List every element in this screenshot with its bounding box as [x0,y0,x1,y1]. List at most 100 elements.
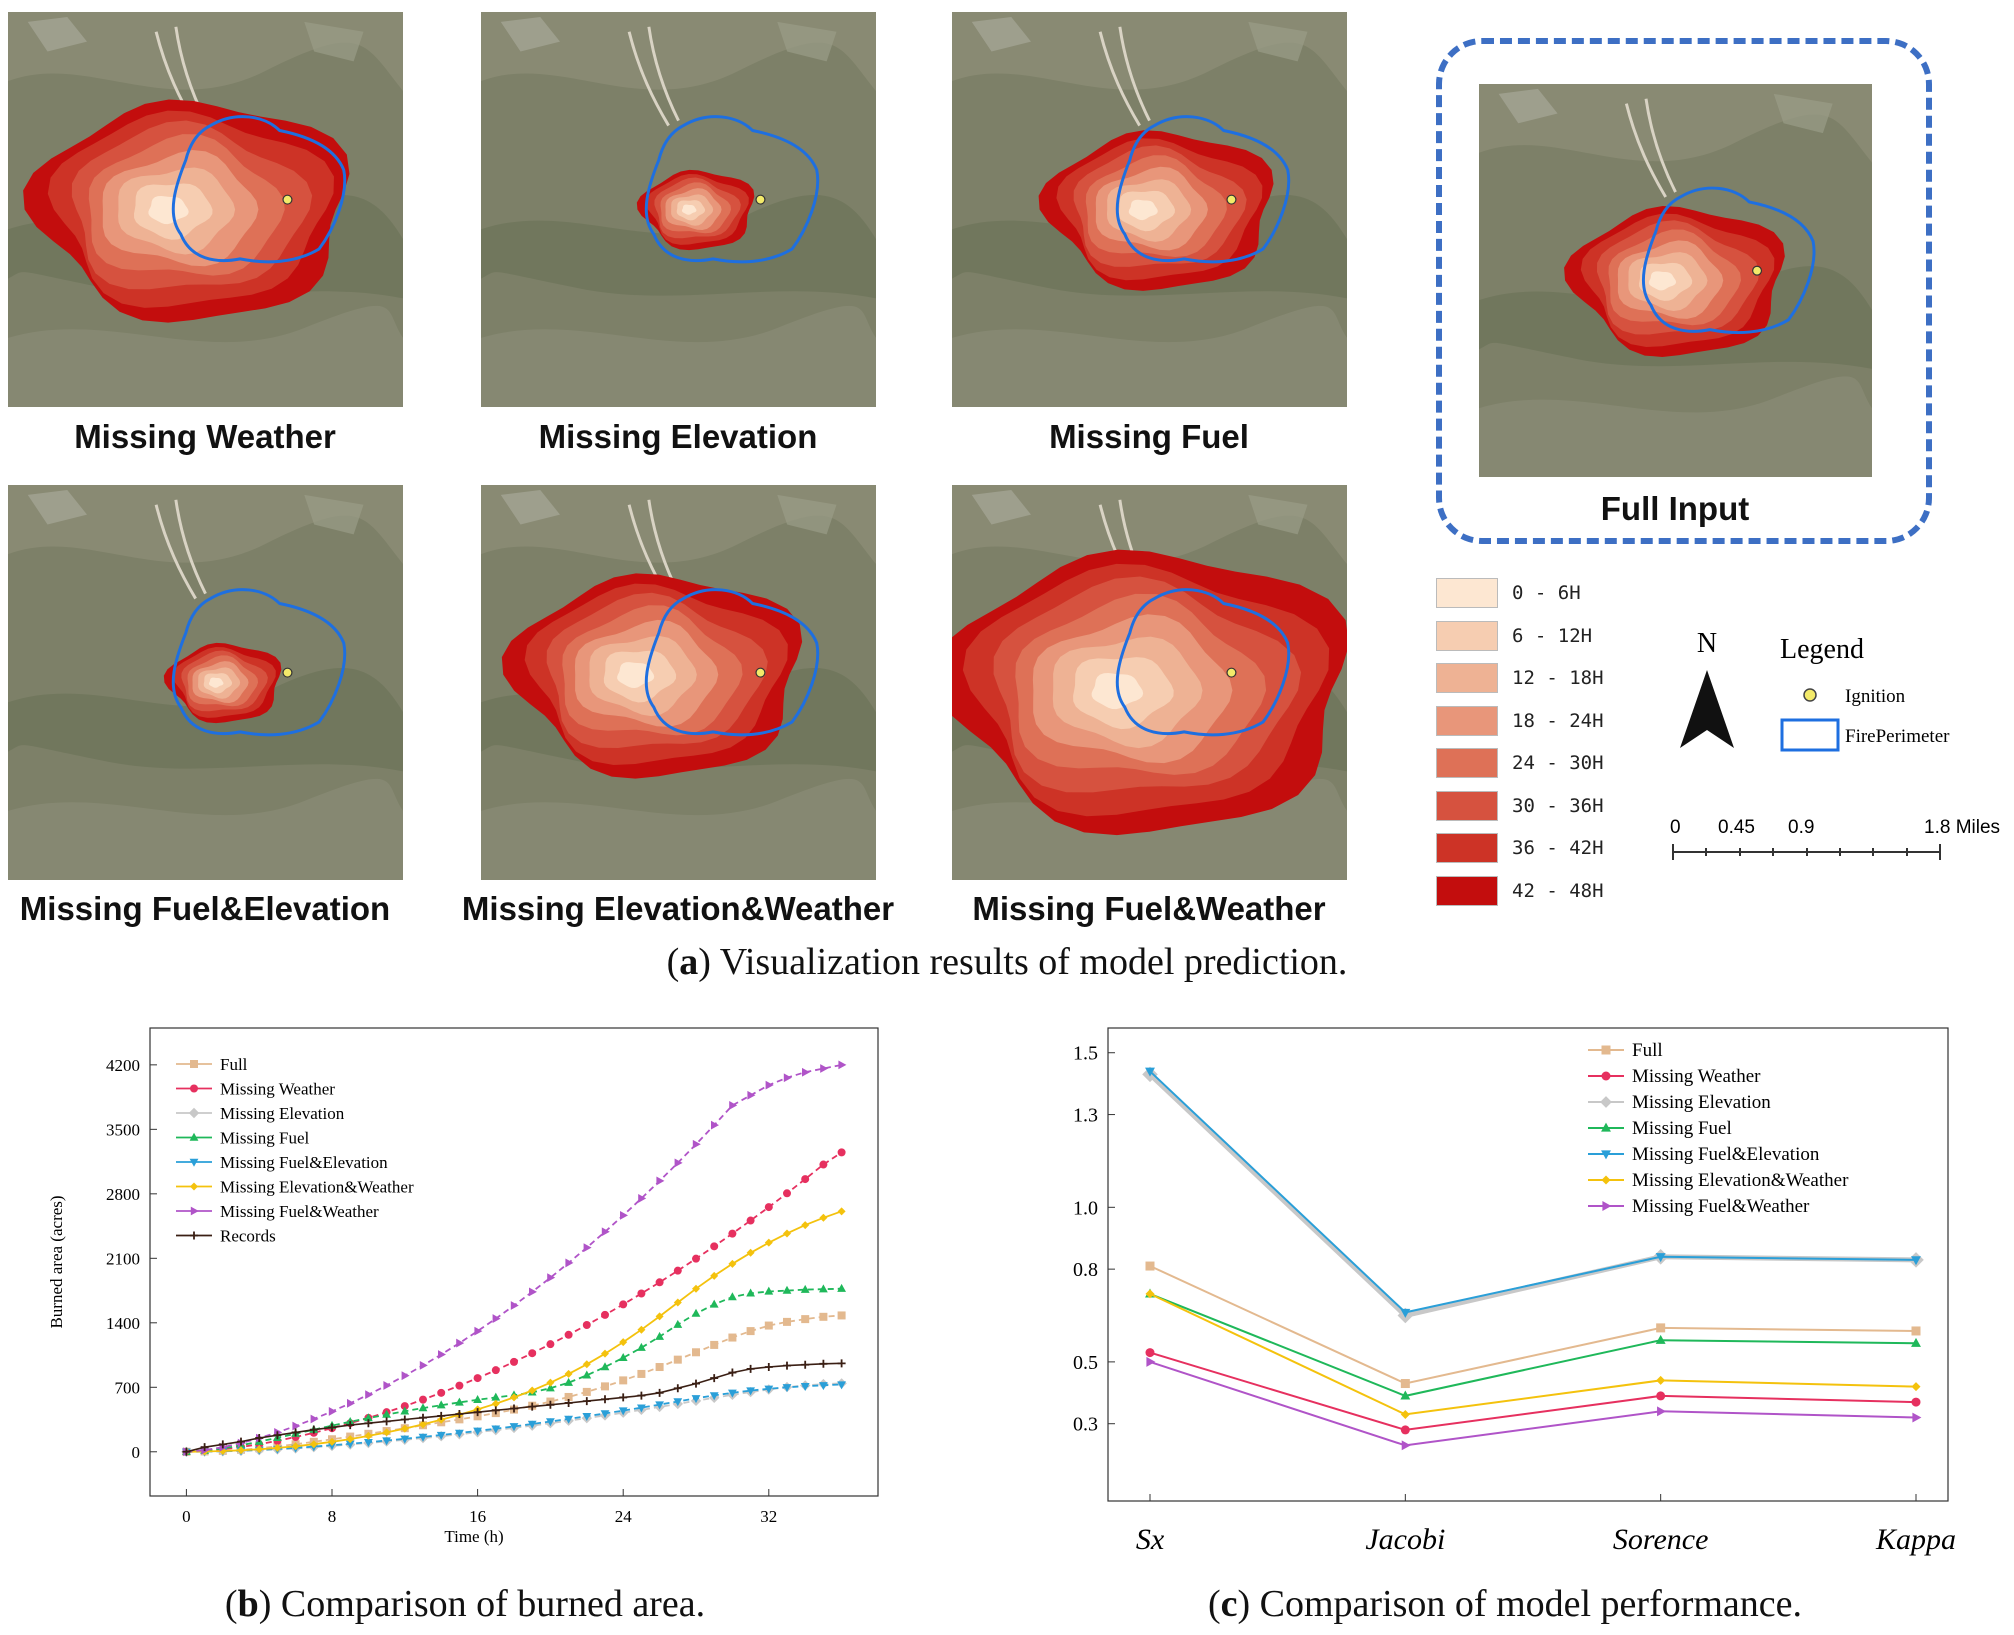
ignition-point [1226,667,1237,678]
terrain-patch [971,489,1031,525]
data-point [418,1403,428,1412]
y-tick-label: 1.0 [1073,1197,1098,1219]
data-point [182,1447,191,1456]
terrain-patch [1773,93,1833,134]
series-missing-fuel-elevation [1145,1067,1921,1318]
data-point [1401,1440,1411,1451]
terrain-patch [8,485,403,564]
data-point [382,1428,391,1437]
data-point [190,1084,198,1093]
data-point [382,1409,391,1418]
time-class-swatch [1436,875,1498,906]
data-point [728,1229,737,1238]
y-tick-label: 1400 [106,1314,140,1333]
legend-label: Missing Elevation [220,1104,345,1123]
data-point [1655,1253,1666,1263]
legend-label: Missing Elevation&Weather [1632,1170,1849,1191]
data-point [564,1330,573,1339]
burn-zone [1648,271,1677,291]
data-point [583,1243,592,1253]
burn-zone [148,195,189,225]
data-point [656,1176,665,1186]
legend-label: Records [220,1227,276,1246]
x-tick-label: Kappa [1875,1523,1956,1556]
series-missing-fuel-weather [1146,1356,1922,1451]
data-point [510,1357,518,1366]
ignition-icon [1803,688,1817,702]
data-point [673,1384,682,1393]
data-point [601,1310,609,1319]
legend-entry: Missing Weather [176,1080,335,1099]
x-tick-label: 32 [760,1507,777,1526]
data-point [346,1435,355,1444]
data-point [273,1431,282,1440]
ignition-point [755,194,766,205]
series-missing-fuel [1145,1288,1921,1400]
terrain-patch [481,778,876,880]
data-point [819,1382,828,1391]
y-axis-label: Burned area (acres) [47,1195,66,1328]
terrain-patch [500,16,560,52]
map-title-missing-fuel-elevation: Missing Fuel&Elevation [19,890,391,927]
time-class-label: 42 - 48H [1512,879,1604,902]
terrain-streak [154,499,207,600]
data-point [438,1350,446,1359]
data-point [692,1348,700,1357]
data-point [327,1442,337,1451]
terrain-patch [1479,84,1872,163]
x-tick-label: Sorence [1613,1523,1709,1556]
burned-area-chart: 0 8 16 24 32 0 700 1400 2100 2800 3500 4200 Time (h)… [47,1027,879,1546]
data-point [764,1203,773,1212]
data-point [1400,1308,1411,1318]
data-point [802,1067,810,1077]
time-class-swatch [1436,578,1498,608]
time-class-label: 18 - 24H [1512,709,1604,732]
terrain-patch [971,16,1031,52]
data-point [819,1312,828,1321]
data-point [1145,1289,1155,1299]
series-full [1145,1261,1921,1389]
data-point [492,1314,501,1323]
terrain-streak [627,26,680,127]
time-class-label: 12 - 18H [1512,667,1604,689]
data-point [546,1378,555,1387]
legend-entry: Missing Elevation&Weather [1588,1170,1849,1191]
data-point [764,1363,773,1372]
fire-perimeter [1641,186,1816,335]
data-point [837,1381,846,1390]
data-point [764,1321,773,1330]
terrain-patch [1248,21,1308,62]
data-point [455,1381,464,1390]
data-point [190,1206,199,1216]
data-point [692,1254,700,1263]
terrain-patch [8,12,403,91]
burn-zone [681,204,697,215]
data-point [711,1120,719,1130]
data-point [347,1398,355,1408]
data-point [728,1368,737,1377]
data-point [638,1194,647,1203]
data-point [237,1446,245,1455]
legend-entry: Missing Fuel [176,1129,310,1148]
data-point [255,1445,264,1454]
time-class-swatch [1436,620,1498,651]
legend-entry: Full [1588,1040,1663,1061]
caption-c-text: Comparison of model performance. [1250,1583,1803,1625]
data-point [801,1315,810,1324]
series-line [186,1210,842,1453]
data-point [328,1437,336,1446]
data-point [728,1259,737,1268]
legend-title: Legend [1780,634,1864,665]
y-tick-label: 1.5 [1073,1043,1098,1065]
x-tick-label: 16 [469,1507,486,1526]
x-axis-label: Time (h) [444,1527,503,1546]
data-point [473,1408,482,1417]
data-point [491,1425,501,1434]
data-point [582,1397,591,1406]
data-point [509,1423,519,1432]
burn-zone [1128,199,1158,221]
data-point [692,1139,701,1149]
data-point [692,1284,700,1293]
data-point [529,1287,537,1297]
data-point [746,1288,755,1297]
